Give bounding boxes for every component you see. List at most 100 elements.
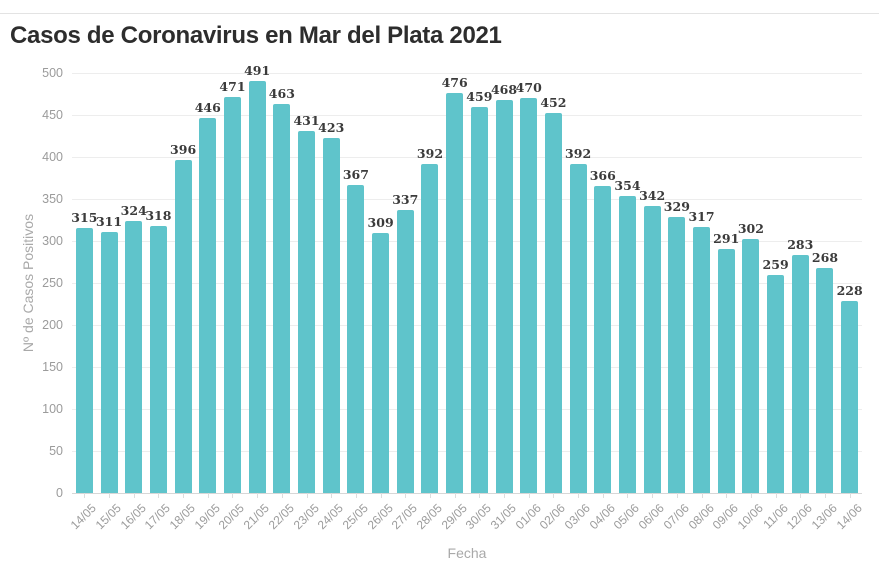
- x-tick-label: 14/05: [68, 501, 100, 533]
- bar[interactable]: [75, 228, 93, 493]
- x-tick: [232, 493, 234, 498]
- x-tick-label: 31/05: [487, 501, 519, 533]
- gridline: [72, 408, 862, 410]
- gridline: [72, 282, 862, 284]
- x-tick-label: 21/05: [240, 501, 273, 533]
- x-tick-label: 24/05: [314, 501, 347, 533]
- bar-value-label: 268: [811, 249, 839, 265]
- bar[interactable]: [149, 225, 167, 493]
- x-tick-label: 12/06: [784, 501, 816, 533]
- bar[interactable]: [446, 93, 464, 493]
- x-tick: [726, 493, 728, 498]
- bar[interactable]: [100, 231, 118, 493]
- bar[interactable]: [791, 255, 809, 493]
- x-tick-label: 17/05: [142, 501, 174, 533]
- y-tick-label: 100: [42, 402, 63, 416]
- bar[interactable]: [273, 104, 291, 493]
- x-tick-label: 19/05: [191, 501, 223, 533]
- bar[interactable]: [693, 226, 711, 493]
- bar-value-label: 354: [614, 177, 641, 193]
- bar[interactable]: [816, 267, 834, 493]
- x-tick: [429, 493, 431, 498]
- x-tick-label: 11/06: [759, 501, 791, 532]
- bar[interactable]: [372, 233, 390, 493]
- bar[interactable]: [668, 216, 686, 493]
- gridline: [72, 114, 862, 116]
- y-tick-label: 0: [56, 486, 63, 500]
- x-tick-label: 15/05: [92, 501, 124, 533]
- bar-value-label: 431: [293, 112, 320, 128]
- bar[interactable]: [223, 97, 241, 493]
- x-tick: [775, 493, 777, 498]
- bar[interactable]: [322, 137, 340, 493]
- bar[interactable]: [298, 130, 316, 493]
- bar-value-label: 392: [416, 145, 444, 161]
- y-tick-label: 150: [42, 360, 63, 374]
- x-tick: [553, 493, 555, 498]
- y-tick-label: 450: [42, 108, 63, 122]
- x-tick: [306, 493, 308, 498]
- bar[interactable]: [841, 301, 859, 493]
- y-tick-label: 200: [42, 318, 63, 332]
- bar-value-label: 476: [441, 75, 468, 91]
- bar-value-label: 423: [318, 119, 345, 135]
- x-tick: [380, 493, 382, 498]
- y-tick-label: 50: [49, 444, 63, 458]
- bar[interactable]: [125, 220, 143, 493]
- bar[interactable]: [742, 239, 760, 493]
- x-tick-label: 06/06: [635, 501, 668, 533]
- bar-value-label: 392: [565, 145, 592, 161]
- x-tick: [627, 493, 629, 498]
- x-tick-label: 13/06: [808, 501, 840, 533]
- bar[interactable]: [767, 275, 785, 493]
- bar[interactable]: [618, 195, 636, 493]
- bar[interactable]: [421, 163, 439, 493]
- x-tick-label: 25/05: [339, 501, 371, 533]
- bar[interactable]: [594, 185, 612, 493]
- bar[interactable]: [569, 163, 587, 493]
- bar-value-label: 283: [787, 237, 814, 253]
- bar-value-label: 302: [737, 221, 764, 237]
- x-tick-label: 20/05: [216, 501, 248, 533]
- bar-value-label: 491: [244, 62, 271, 78]
- bar[interactable]: [347, 184, 365, 493]
- bar-value-label: 259: [762, 257, 789, 273]
- x-tick-label: 30/05: [463, 501, 495, 533]
- x-tick: [652, 493, 654, 498]
- bar[interactable]: [717, 248, 735, 493]
- x-tick: [84, 493, 86, 498]
- bar[interactable]: [396, 209, 414, 493]
- bar-value-label: 337: [392, 191, 419, 207]
- gridline: [72, 366, 862, 368]
- x-tick-label: 29/05: [438, 501, 470, 533]
- bar-value-label: 317: [688, 208, 715, 224]
- bar[interactable]: [174, 160, 192, 493]
- x-tick: [676, 493, 678, 498]
- x-tick: [331, 493, 333, 498]
- x-tick-label: 02/06: [537, 501, 569, 533]
- x-tick: [109, 493, 111, 498]
- bar[interactable]: [470, 107, 488, 493]
- bar[interactable]: [643, 205, 661, 493]
- x-tick: [207, 493, 209, 498]
- bar[interactable]: [520, 98, 538, 493]
- y-tick-label: 350: [42, 192, 63, 206]
- x-tick: [454, 493, 456, 498]
- bar[interactable]: [248, 80, 266, 493]
- bar-value-label: 324: [120, 202, 147, 218]
- gridline: [72, 450, 862, 452]
- top-divider: [0, 13, 879, 14]
- bar-value-label: 291: [713, 230, 740, 246]
- bar[interactable]: [495, 99, 513, 493]
- x-tick: [849, 493, 851, 498]
- y-tick-label: 400: [42, 150, 63, 164]
- x-tick: [750, 493, 752, 498]
- x-tick: [528, 493, 530, 498]
- x-tick-label: 23/05: [290, 501, 322, 533]
- bar[interactable]: [199, 118, 217, 493]
- x-tick-label: 04/06: [586, 501, 618, 533]
- bar-value-label: 311: [95, 213, 123, 229]
- bar[interactable]: [544, 113, 562, 493]
- x-tick: [405, 493, 407, 498]
- x-tick: [133, 493, 135, 498]
